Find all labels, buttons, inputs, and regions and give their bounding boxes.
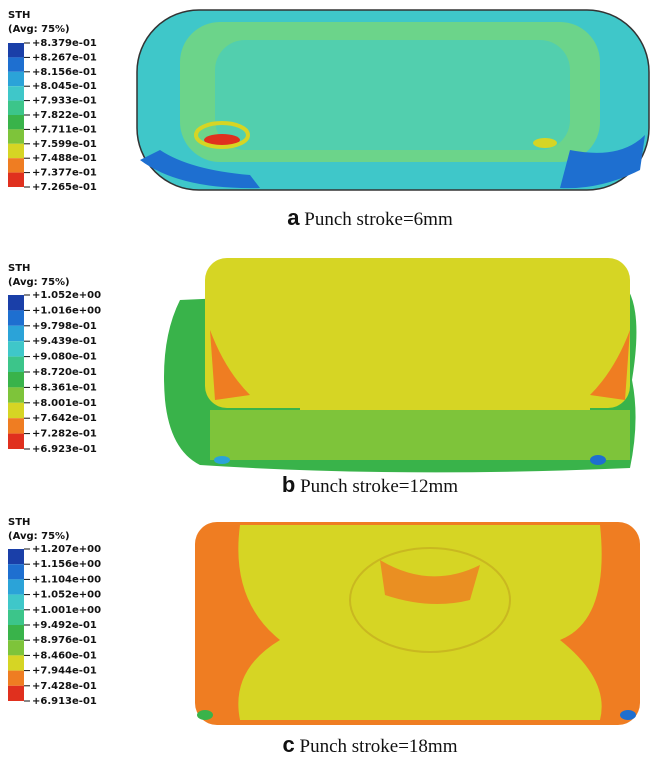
legend-label: +8.976e-01 (32, 635, 97, 646)
legend-swatch (8, 387, 24, 402)
legend-swatch (8, 144, 24, 158)
legend-swatch (8, 86, 24, 100)
legend-label: +1.016e+00 (32, 305, 101, 316)
caption: b Punch stroke=12mm (282, 472, 458, 497)
legend-label: +7.933e-01 (32, 96, 97, 107)
legend-swatch (8, 57, 24, 71)
caption-letter: b (282, 472, 295, 497)
legend-title: STH (8, 517, 30, 528)
legend-swatch (8, 434, 24, 449)
legend-label: +7.377e-01 (32, 168, 97, 179)
legend-swatch (8, 357, 24, 372)
legend-label: +8.045e-01 (32, 81, 97, 92)
legend-swatch (8, 610, 24, 625)
legend-swatch (8, 43, 24, 57)
legend-label: +7.428e-01 (32, 681, 97, 692)
legend-label: +1.052e+00 (32, 290, 101, 301)
legend-title: STH (8, 10, 30, 21)
legend-swatch (8, 295, 24, 310)
legend-label: +7.642e-01 (32, 413, 97, 424)
simulation-c (195, 522, 640, 725)
legend-swatch (8, 403, 24, 418)
legend-label: +8.379e-01 (32, 38, 97, 49)
legend-swatch (8, 72, 24, 86)
legend-swatch (8, 625, 24, 640)
legend-swatch (8, 686, 24, 701)
legend-label: +8.001e-01 (32, 398, 97, 409)
legend-label: +9.080e-01 (32, 352, 97, 363)
legend-swatch (8, 341, 24, 356)
legend-label: +7.822e-01 (32, 110, 97, 121)
legend-swatch (8, 158, 24, 172)
legend-label: +7.599e-01 (32, 139, 97, 150)
caption-text: Punch stroke=6mm (304, 209, 453, 230)
legend-swatch (8, 549, 24, 564)
simulation-a (137, 10, 649, 190)
legend-label: +7.944e-01 (32, 666, 97, 677)
legend-subtitle: (Avg: 75%) (8, 531, 70, 542)
legend-label: +1.001e+00 (32, 605, 101, 616)
legend-swatch (8, 564, 24, 579)
legend-label: +1.104e+00 (32, 574, 101, 585)
legend-swatch (8, 101, 24, 115)
legend-swatch (8, 310, 24, 325)
legend-swatch (8, 326, 24, 341)
caption-letter: c (283, 732, 295, 757)
caption: c Punch stroke=18mm (283, 732, 458, 757)
legend-label: +9.492e-01 (32, 620, 97, 631)
legend-label: +8.361e-01 (32, 382, 97, 393)
legend-swatch (8, 173, 24, 187)
caption-letter: a (287, 205, 300, 230)
legend-subtitle: (Avg: 75%) (8, 277, 70, 288)
caption: a Punch stroke=6mm (287, 205, 453, 230)
legend-label: +6.923e-01 (32, 444, 97, 455)
legend-label: +7.711e-01 (32, 124, 97, 135)
legend-swatch (8, 115, 24, 129)
legend-label: +7.282e-01 (32, 429, 97, 440)
legend-swatch (8, 129, 24, 143)
legend-label: +1.052e+00 (32, 590, 101, 601)
legend-label: +7.265e-01 (32, 182, 97, 193)
legend-label: +1.207e+00 (32, 544, 101, 555)
legend-swatch (8, 372, 24, 387)
legend-swatch (8, 655, 24, 670)
legend-label: +7.488e-01 (32, 153, 97, 164)
legend-label: +6.913e-01 (32, 696, 97, 707)
legend-swatch (8, 418, 24, 433)
legend-swatch (8, 640, 24, 655)
legend-subtitle: (Avg: 75%) (8, 24, 70, 35)
legend-swatch (8, 595, 24, 610)
legend-label: +1.156e+00 (32, 559, 101, 570)
legend-label: +9.798e-01 (32, 321, 97, 332)
legend-label: +9.439e-01 (32, 336, 97, 347)
legend-label: +8.267e-01 (32, 52, 97, 63)
simulation-b (164, 258, 636, 472)
legend-swatch (8, 579, 24, 594)
legend-swatch (8, 671, 24, 686)
legend-label: +8.156e-01 (32, 67, 97, 78)
caption-text: Punch stroke=12mm (300, 476, 458, 497)
legend-label: +8.720e-01 (32, 367, 97, 378)
caption-text: Punch stroke=18mm (300, 736, 458, 757)
legend-title: STH (8, 263, 30, 274)
legend-label: +8.460e-01 (32, 650, 97, 661)
figure: STH (Avg: 75%) +8.379e-01 +8.267e-01 +8.156e… (0, 0, 651, 762)
